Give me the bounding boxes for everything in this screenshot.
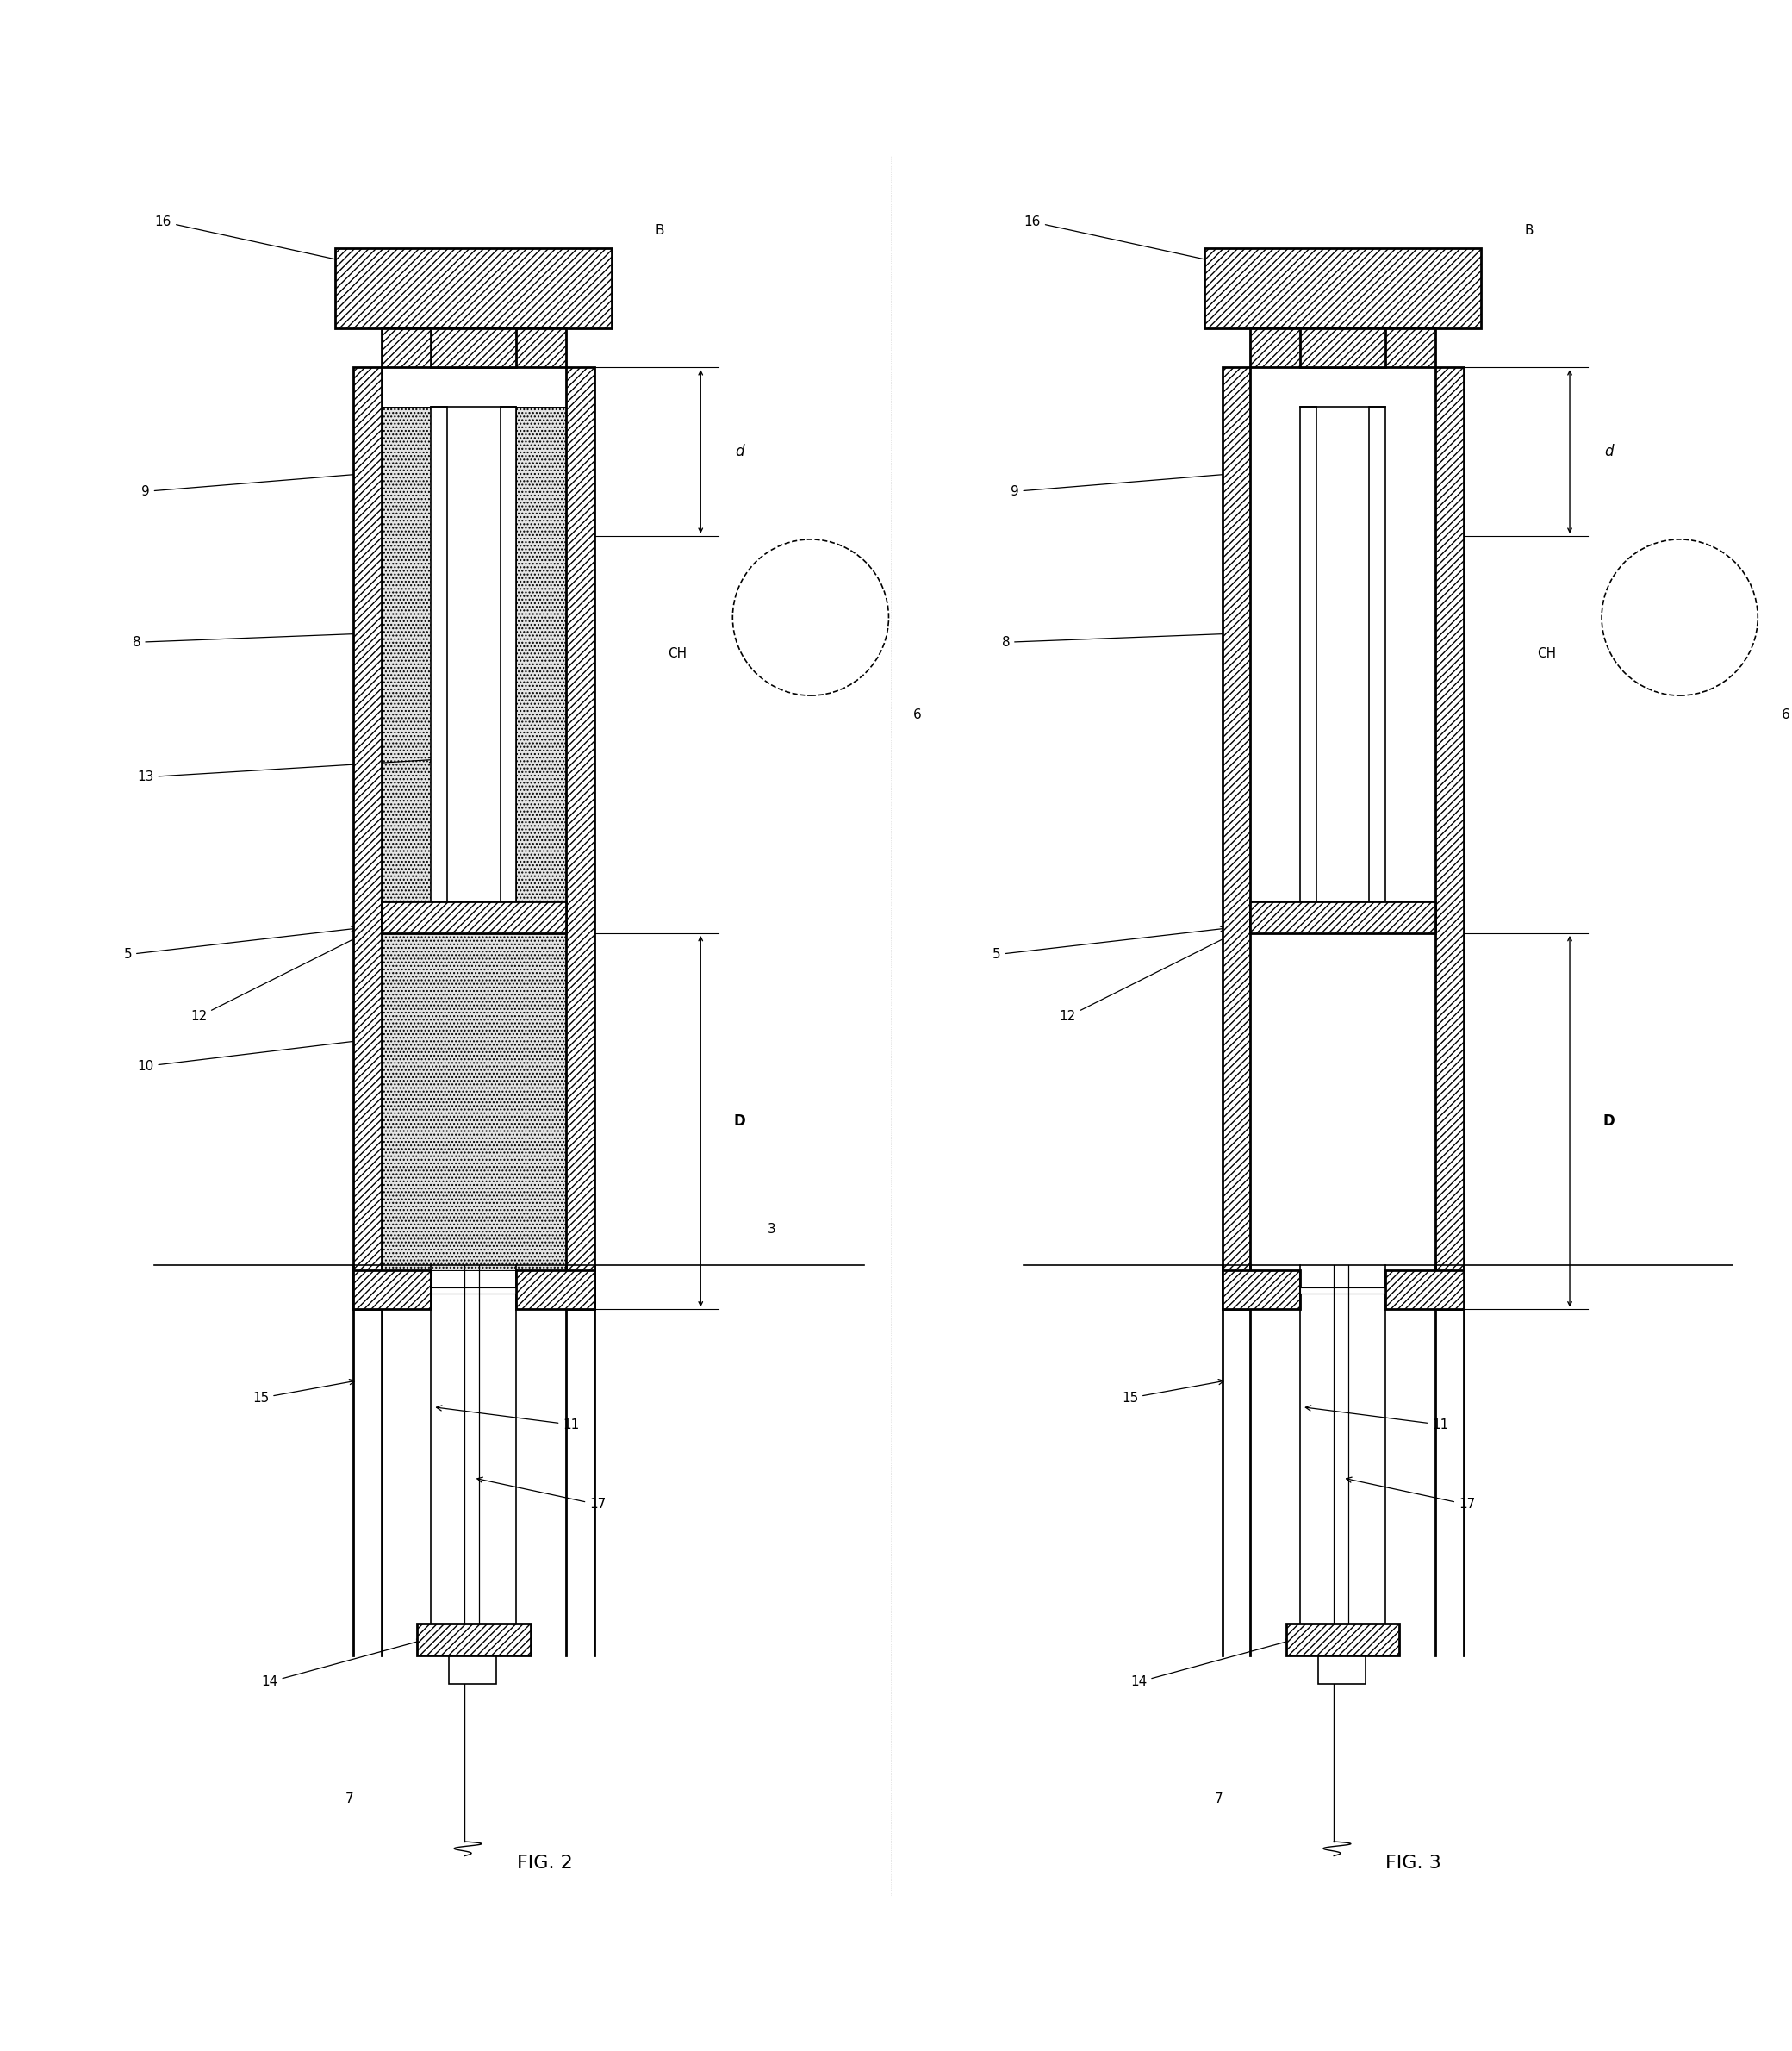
Text: B: B <box>656 224 665 238</box>
Text: 8: 8 <box>1002 632 1233 648</box>
Text: FIG. 2: FIG. 2 <box>516 1854 572 1871</box>
Bar <box>1301 328 1385 367</box>
Text: 9: 9 <box>142 472 360 498</box>
Text: 7: 7 <box>346 1793 353 1805</box>
Text: D: D <box>1602 1114 1615 1128</box>
Bar <box>1204 248 1480 328</box>
Bar <box>418 1624 530 1655</box>
Text: 6: 6 <box>1781 708 1790 722</box>
Text: 3: 3 <box>767 1222 776 1237</box>
Bar <box>1385 1270 1464 1309</box>
Text: 5: 5 <box>993 927 1226 962</box>
Text: 17: 17 <box>1346 1477 1475 1512</box>
Text: D: D <box>733 1114 745 1128</box>
Bar <box>1222 1270 1301 1309</box>
Bar <box>500 406 516 933</box>
Bar <box>446 406 500 900</box>
Bar <box>1251 900 1435 933</box>
Bar <box>446 406 500 933</box>
Bar <box>353 367 382 1309</box>
Text: B: B <box>1525 224 1534 238</box>
Bar <box>382 406 432 900</box>
Text: d: d <box>1604 443 1613 459</box>
Bar <box>382 406 432 1270</box>
Text: 12: 12 <box>190 919 394 1023</box>
Text: 10: 10 <box>138 1038 364 1073</box>
Text: 7: 7 <box>1215 1793 1222 1805</box>
Text: CH: CH <box>668 648 686 660</box>
Text: 17: 17 <box>477 1477 606 1512</box>
Bar <box>1369 406 1385 933</box>
Bar <box>382 328 566 367</box>
Text: 8: 8 <box>133 632 364 648</box>
Text: 14: 14 <box>1131 1639 1292 1688</box>
Bar <box>432 1288 516 1294</box>
Bar <box>1315 406 1369 933</box>
Bar <box>353 1270 432 1309</box>
Bar <box>432 406 446 933</box>
Bar <box>516 406 566 1270</box>
Text: 16: 16 <box>154 215 364 267</box>
Bar <box>1301 406 1315 933</box>
Text: 15: 15 <box>253 1380 355 1405</box>
Text: 11: 11 <box>437 1405 579 1432</box>
Text: CH: CH <box>1538 648 1555 660</box>
Text: 9: 9 <box>1011 472 1229 498</box>
Text: 6: 6 <box>912 708 921 722</box>
Bar <box>1435 367 1464 1309</box>
Text: 14: 14 <box>262 1639 423 1688</box>
Text: 5: 5 <box>124 927 357 962</box>
Bar <box>566 367 595 1309</box>
Text: 15: 15 <box>1122 1380 1224 1405</box>
Bar <box>1287 1624 1400 1655</box>
Bar <box>1317 1655 1366 1684</box>
Bar <box>382 900 566 933</box>
Bar <box>448 1655 496 1684</box>
Text: FIG. 3: FIG. 3 <box>1385 1854 1441 1871</box>
Bar <box>1251 328 1435 367</box>
Bar <box>432 328 516 367</box>
Text: 11: 11 <box>1306 1405 1448 1432</box>
Bar <box>516 1270 595 1309</box>
Text: 16: 16 <box>1023 215 1233 267</box>
Text: d: d <box>735 443 744 459</box>
Bar <box>1301 1288 1385 1294</box>
Text: 12: 12 <box>1059 919 1263 1023</box>
Bar <box>516 406 566 900</box>
Text: 13: 13 <box>138 757 434 783</box>
Bar <box>1222 367 1251 1309</box>
Bar <box>335 248 611 328</box>
Bar <box>382 933 566 1270</box>
